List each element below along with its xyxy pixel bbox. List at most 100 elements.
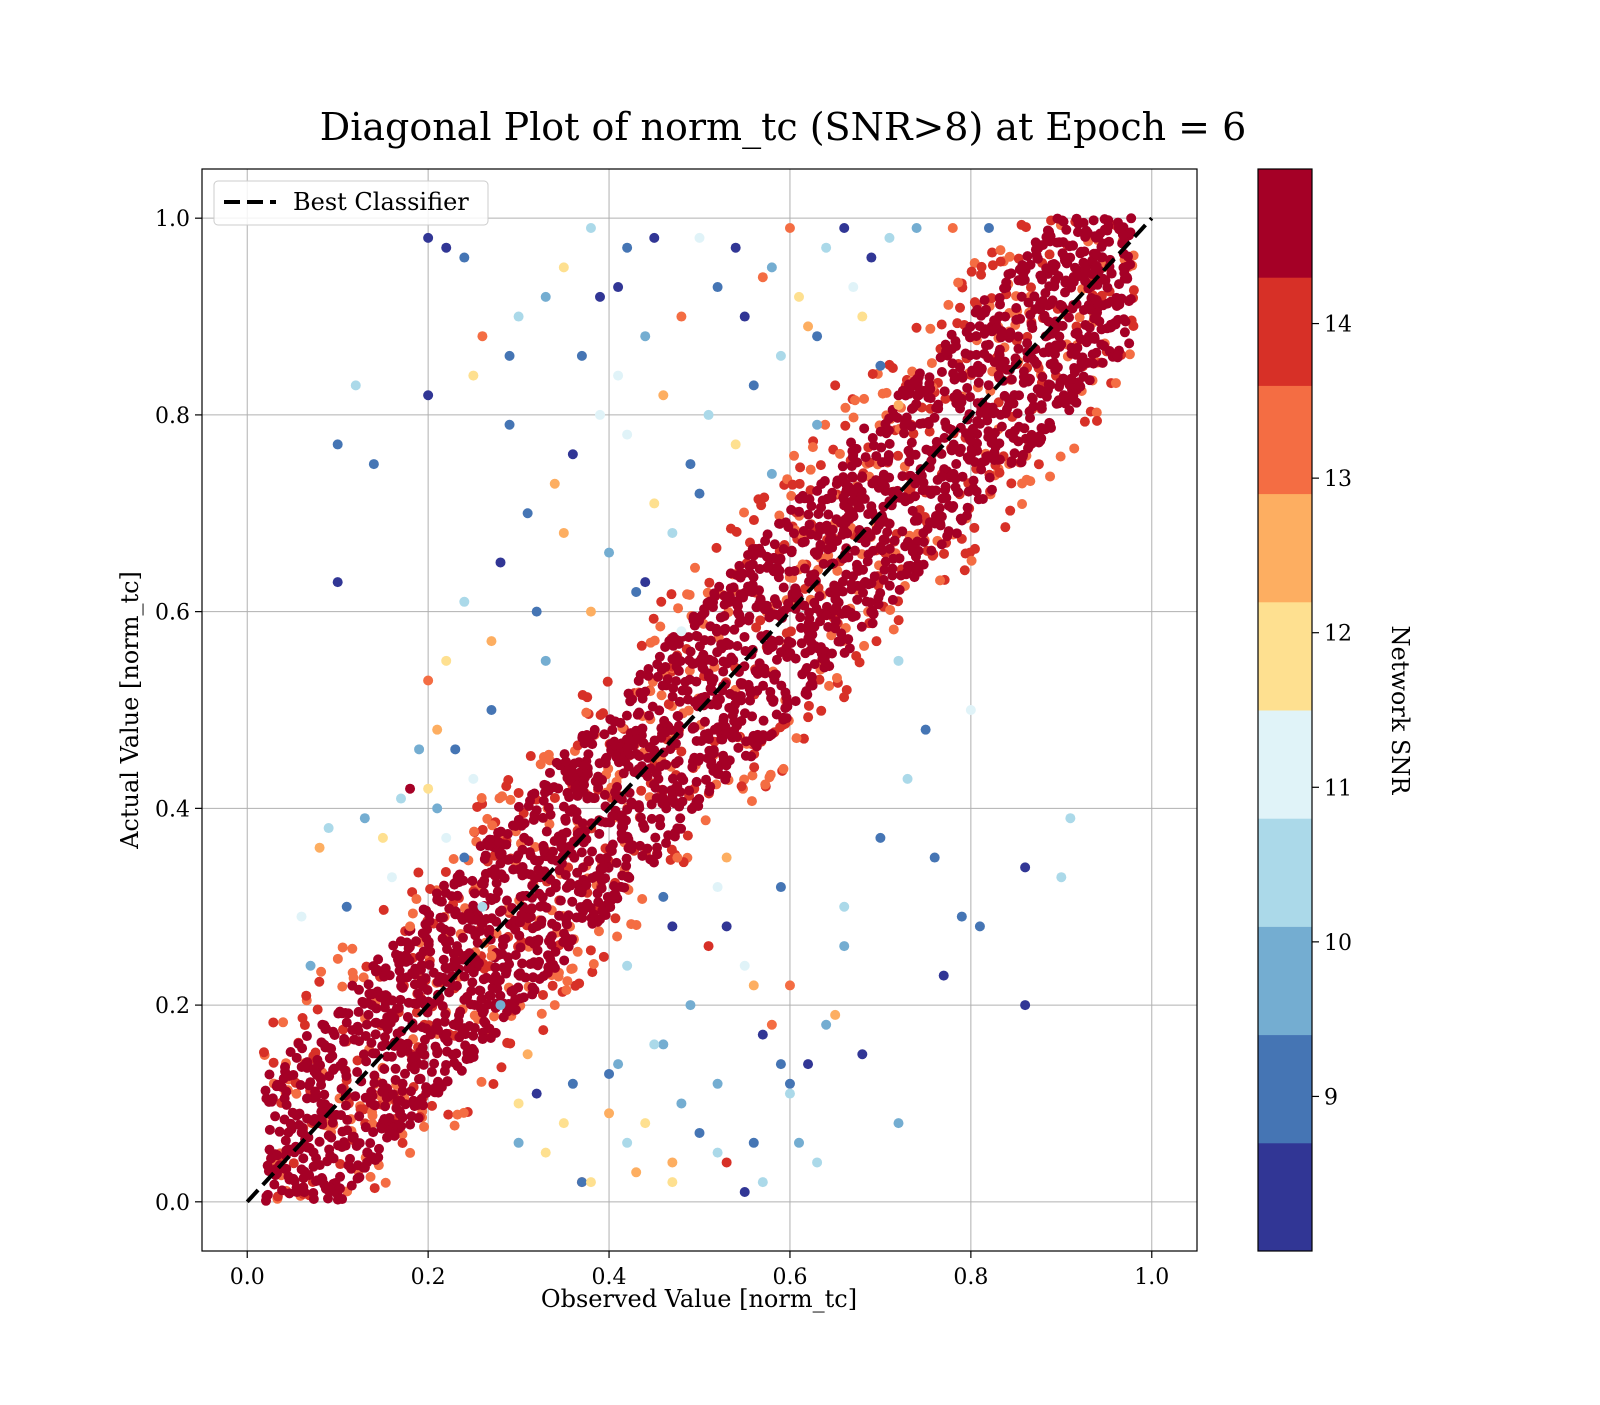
scatter-point [766, 468, 777, 479]
scatter-point [818, 558, 829, 569]
scatter-point [794, 506, 805, 517]
scatter-point [1013, 343, 1024, 354]
scatter-point [406, 1111, 417, 1122]
scatter-point [469, 1010, 480, 1021]
scatter-point [875, 832, 886, 843]
scatter-point [363, 979, 374, 990]
scatter-point [704, 733, 715, 744]
scatter-point [739, 311, 750, 322]
scatter-point [394, 951, 405, 962]
scatter-point [476, 994, 487, 1005]
scatter-point [724, 702, 735, 713]
scatter-point [323, 823, 334, 834]
scatter-point [448, 854, 459, 865]
scatter-point [414, 744, 425, 755]
scatter-point [351, 1140, 362, 1151]
scatter-point [577, 818, 588, 829]
scatter-point [959, 565, 970, 576]
scatter-point [867, 618, 878, 629]
scatter-point [676, 626, 687, 637]
scatter-point [784, 1088, 795, 1099]
scatter-point [739, 1186, 750, 1197]
scatter-point [897, 526, 908, 537]
scatter-point [964, 391, 975, 402]
scatter-point [687, 762, 698, 773]
scatter-point [880, 556, 891, 567]
scatter-point [840, 420, 851, 431]
scatter-point [566, 964, 577, 975]
scatter-point [569, 852, 580, 863]
scatter-point [1078, 257, 1089, 268]
scatter-point [294, 1108, 305, 1119]
scatter-point [472, 937, 483, 948]
scatter-point [581, 880, 592, 891]
scatter-point [1114, 299, 1125, 310]
scatter-point [832, 565, 843, 576]
scatter-point [432, 724, 443, 735]
scatter-point [396, 1043, 407, 1054]
scatter-point [562, 919, 573, 930]
scatter-point [730, 439, 741, 450]
scatter-point [613, 1059, 624, 1070]
scatter-point [1055, 451, 1066, 462]
scatter-point [467, 875, 478, 886]
scatter-point [1008, 432, 1019, 443]
scatter-point [486, 705, 497, 715]
scatter-point [272, 1150, 283, 1161]
scatter-point [400, 1068, 411, 1079]
scatter-point [459, 852, 470, 863]
scatter-point [572, 867, 583, 878]
scatter-point [918, 385, 929, 396]
scatter-point [561, 882, 572, 893]
scatter-point [503, 775, 514, 786]
scatter-point [1039, 313, 1050, 324]
scatter-point [846, 437, 857, 448]
scatter-point [538, 989, 549, 1000]
scatter-point [1074, 312, 1085, 323]
scatter-point [301, 1031, 312, 1042]
scatter-point [382, 1024, 393, 1035]
scatter-point [650, 782, 661, 793]
scatter-point [1009, 448, 1020, 459]
scatter-point [936, 319, 947, 330]
scatter-point [594, 758, 605, 769]
scatter-point [884, 232, 895, 243]
scatter-point [976, 364, 987, 375]
scatter-point [821, 601, 832, 612]
scatter-point [346, 1180, 357, 1191]
scatter-point [956, 911, 967, 922]
scatter-point [587, 918, 598, 929]
scatter-point [995, 245, 1006, 256]
scatter-point [459, 971, 470, 982]
scatter-point [939, 432, 950, 443]
scatter-point [1025, 476, 1036, 487]
scatter-point [863, 509, 874, 520]
scatter-point [319, 1039, 330, 1050]
scatter-point [588, 959, 599, 970]
scatter-point [518, 891, 529, 902]
scatter-point [937, 493, 948, 504]
scatter-point [712, 722, 723, 733]
scatter-point [637, 894, 648, 905]
scatter-point [587, 967, 598, 978]
scatter-point [752, 729, 763, 740]
x-tick-label: 0.6 [772, 1265, 807, 1290]
colorbar: 9 10 11 12 13 14 [1257, 168, 1352, 1252]
scatter-point [1118, 314, 1129, 325]
scatter-point [615, 717, 626, 728]
scatter-point [308, 1116, 319, 1127]
scatter-point [493, 975, 504, 986]
scatter-point [476, 793, 487, 804]
scatter-point [983, 223, 994, 234]
scatter-point [607, 839, 618, 850]
scatter-point [583, 855, 594, 866]
scatter-point [1036, 422, 1047, 433]
scatter-point [555, 895, 566, 906]
scatter-point [421, 1023, 432, 1034]
scatter-point [983, 353, 994, 364]
scatter-point [676, 823, 687, 834]
scatter-point [377, 1041, 388, 1052]
scatter-point [501, 963, 512, 974]
scatter-point [909, 572, 920, 583]
scatter-point [809, 597, 820, 608]
